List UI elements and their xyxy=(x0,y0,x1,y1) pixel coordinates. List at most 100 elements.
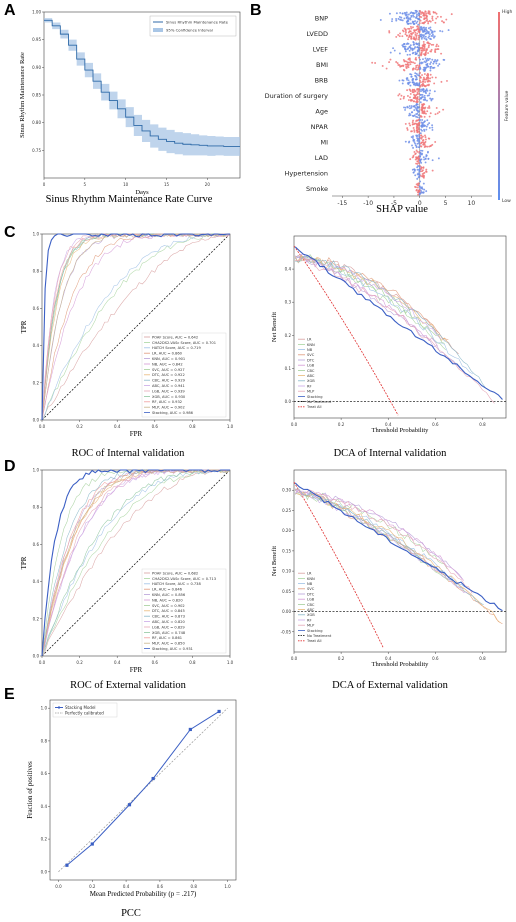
panel-letter-b: B xyxy=(250,2,262,19)
shap-point xyxy=(395,17,398,20)
roc-legend-label: SVC, AUC = 0.902 xyxy=(152,604,185,608)
shap-point xyxy=(419,159,422,162)
shap-point xyxy=(410,130,413,133)
plot-frame xyxy=(49,699,237,881)
shap-point xyxy=(412,26,414,29)
y-tick-label: 0.30 xyxy=(282,488,291,493)
shap-point xyxy=(430,43,433,46)
dca-legend-label: RF xyxy=(307,384,312,388)
shap-point xyxy=(399,65,402,68)
shap-point xyxy=(381,64,384,67)
shap-point xyxy=(418,18,421,21)
shap-point xyxy=(433,35,436,38)
roc-legend-label: LR, AUC = 0.860 xyxy=(152,352,183,356)
shap-point xyxy=(441,20,444,23)
x-tick-label: -15 xyxy=(337,200,347,207)
shap-point xyxy=(431,126,434,129)
shap-point xyxy=(412,171,415,174)
shap-point xyxy=(427,20,430,23)
shap-point xyxy=(435,45,438,48)
shap-point xyxy=(421,119,424,121)
y-tick-label: 0.6 xyxy=(33,306,40,311)
x-tick-label: 0.4 xyxy=(385,656,392,661)
shap-point xyxy=(411,121,414,124)
shap-point xyxy=(408,112,411,115)
shap-point xyxy=(431,159,434,162)
shap-point xyxy=(419,9,421,12)
panel-letter-d: D xyxy=(4,458,16,475)
y-tick-label: 0.2 xyxy=(33,616,40,621)
shap-point xyxy=(414,96,417,98)
shap-point xyxy=(425,66,428,69)
shap-point xyxy=(435,62,438,65)
shap-point xyxy=(440,80,443,83)
shap-point xyxy=(425,38,428,41)
shap-point xyxy=(419,115,422,118)
roc-legend-box xyxy=(141,568,227,654)
shap-point xyxy=(424,112,427,115)
shap-point xyxy=(391,18,394,20)
survival-line xyxy=(44,19,240,147)
shap-point xyxy=(435,12,438,15)
shap-point xyxy=(420,37,423,40)
shap-point xyxy=(397,34,400,36)
dca-curve xyxy=(295,254,449,340)
shap-point xyxy=(408,105,411,107)
caption-dca-external: DCA of External validation xyxy=(332,680,448,691)
shap-point xyxy=(428,33,431,36)
shap-point xyxy=(415,102,418,105)
shap-point xyxy=(424,21,426,24)
x-tick-label: 20 xyxy=(205,182,211,187)
shap-point xyxy=(426,84,429,87)
shap-point xyxy=(429,63,432,65)
y-tick-label: -0.05 xyxy=(281,629,292,634)
shap-point xyxy=(418,79,421,82)
shap-point xyxy=(409,73,412,76)
feature-label: Smoke xyxy=(306,185,328,193)
shap-point xyxy=(414,152,417,155)
shap-point xyxy=(437,157,440,160)
roc-legend-label: ABC, AUC = 0.941 xyxy=(152,384,185,388)
y-tick-label: 0.05 xyxy=(282,589,291,594)
x-tick-label: 0.2 xyxy=(338,422,345,427)
roc-legend-label: KNN, AUC = 0.901 xyxy=(152,357,185,361)
shap-point xyxy=(414,174,417,177)
dca-curve xyxy=(295,256,474,375)
legend-label-ci: 95% Confidence Interval xyxy=(166,28,213,33)
shap-point xyxy=(401,82,404,85)
roc-legend-label: HATCH Score, AUC = 0.719 xyxy=(152,346,201,350)
shap-point xyxy=(425,12,428,15)
shap-point xyxy=(410,15,413,18)
shap-point xyxy=(427,46,430,49)
y-tick-label: 0.0 xyxy=(33,654,40,659)
shap-point xyxy=(408,34,411,37)
shap-point xyxy=(429,69,432,72)
shap-point xyxy=(407,38,410,41)
shap-point xyxy=(420,134,423,137)
shap-point xyxy=(416,49,419,52)
shap-point xyxy=(426,151,429,154)
shap-point xyxy=(418,31,421,34)
shap-point xyxy=(417,162,420,164)
shap-point xyxy=(417,84,420,86)
shap-point xyxy=(417,114,420,117)
x-tick-label: 0.8 xyxy=(479,422,486,427)
shap-point xyxy=(427,106,429,109)
calibration-point xyxy=(217,709,221,714)
shap-point xyxy=(433,60,436,63)
shap-point xyxy=(417,34,420,37)
shap-point xyxy=(413,139,416,141)
x-tick-label: 1.0 xyxy=(227,660,234,665)
shap-point xyxy=(416,173,419,176)
plot-frame xyxy=(293,235,507,419)
shap-point xyxy=(443,58,446,61)
shap-point xyxy=(415,34,418,37)
x-tick-label: 0.8 xyxy=(479,656,486,661)
shap-point xyxy=(422,167,425,169)
dca-curve xyxy=(294,254,445,344)
dca-legend-label: CBC xyxy=(307,603,315,607)
shap-point xyxy=(412,21,414,24)
roc-curve xyxy=(41,233,230,421)
roc-curve xyxy=(41,233,231,421)
shap-point xyxy=(434,21,437,24)
